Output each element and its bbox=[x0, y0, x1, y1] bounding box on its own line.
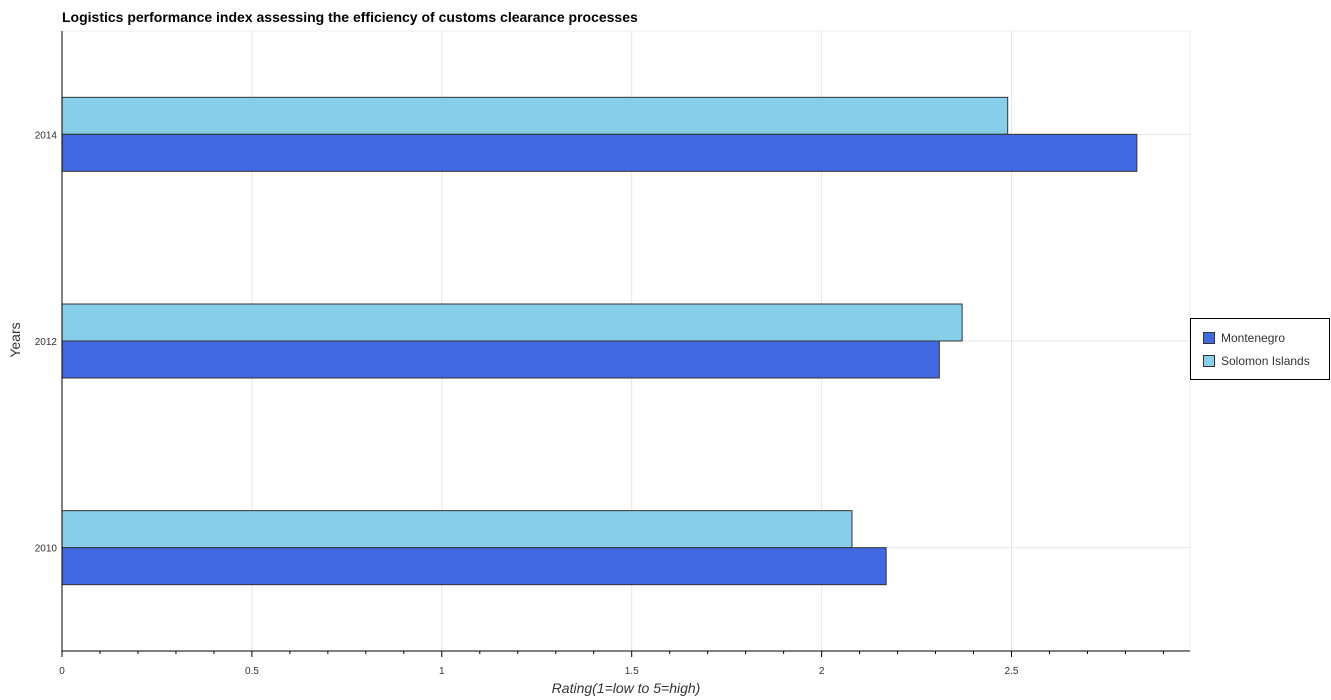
legend-label-montenegro: Montenegro bbox=[1221, 331, 1286, 345]
y-tick-label: 2014 bbox=[35, 130, 58, 141]
bar-montenegro-2014 bbox=[61, 133, 1138, 172]
bar-solomon-islands-2010 bbox=[61, 510, 853, 549]
bars bbox=[61, 96, 1138, 586]
legend-swatch-solomon-islands bbox=[1203, 355, 1215, 367]
x-tick-label: 0.5 bbox=[245, 666, 259, 677]
x-axis-label: Rating(1=low to 5=high) bbox=[552, 680, 701, 696]
legend-item-montenegro: Montenegro bbox=[1203, 329, 1285, 347]
x-tick-label: 2.5 bbox=[1005, 666, 1019, 677]
legend: Montenegro Solomon Islands bbox=[1190, 318, 1330, 380]
legend-label-solomon-islands: Solomon Islands bbox=[1221, 354, 1310, 368]
x-tick-label: 0 bbox=[59, 666, 65, 677]
y-axis-label: Years bbox=[7, 322, 23, 357]
bar-solomon-islands-2012 bbox=[61, 303, 963, 342]
axes: 2014 2012 2010 0 0.5 1 1.5 2 2.5 bbox=[35, 31, 1190, 677]
bar-solomon-islands-2014 bbox=[61, 96, 1009, 135]
y-tick-label: 2012 bbox=[35, 337, 58, 348]
legend-swatch-montenegro bbox=[1203, 332, 1215, 344]
legend-item-solomon-islands: Solomon Islands bbox=[1203, 352, 1310, 370]
x-tick-label: 1 bbox=[439, 666, 445, 677]
chart-title: Logistics performance index assessing th… bbox=[62, 9, 638, 25]
y-tick-label: 2010 bbox=[35, 544, 58, 555]
bar-montenegro-2012 bbox=[61, 340, 940, 379]
x-tick-label: 1.5 bbox=[625, 666, 639, 677]
x-tick-label: 2 bbox=[819, 666, 825, 677]
bar-montenegro-2010 bbox=[61, 547, 887, 586]
